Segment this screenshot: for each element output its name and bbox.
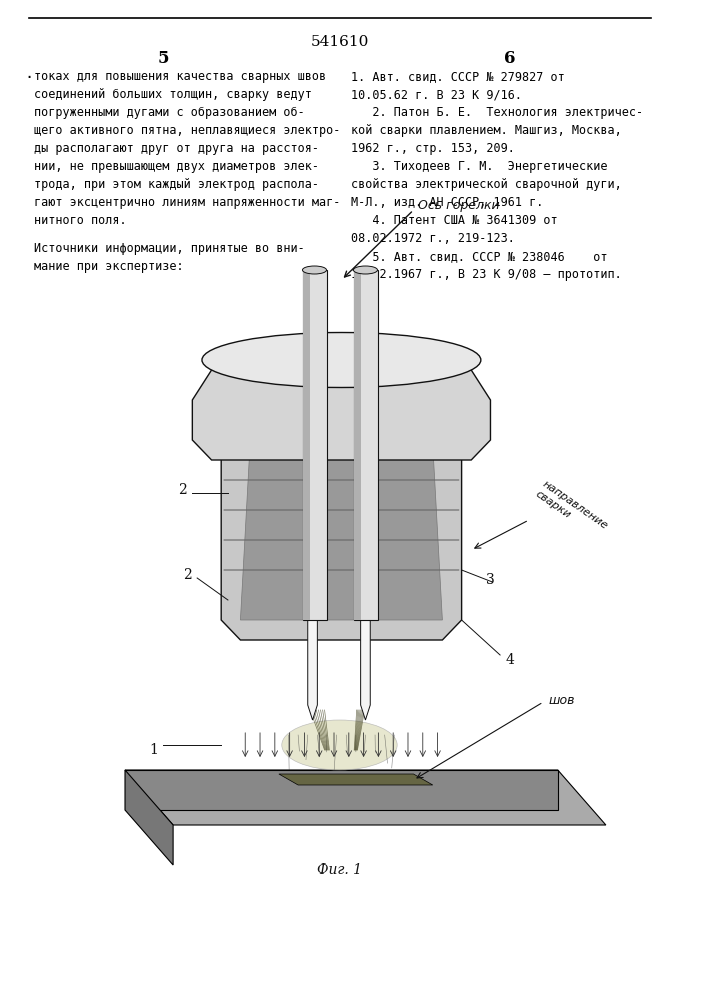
Polygon shape: [354, 270, 378, 620]
Polygon shape: [303, 270, 327, 620]
Text: ·: ·: [24, 70, 33, 85]
Text: ды располагают друг от друга на расстоя-: ды располагают друг от друга на расстоя-: [34, 142, 319, 155]
Text: Источники информации, принятые во вни-: Источники информации, принятые во вни-: [34, 242, 305, 255]
Text: кой сварки плавлением. Машгиз, Москва,: кой сварки плавлением. Машгиз, Москва,: [351, 124, 621, 137]
Text: 3. Тиходеев Г. М.  Энергетические: 3. Тиходеев Г. М. Энергетические: [351, 160, 607, 173]
Polygon shape: [221, 420, 462, 640]
Polygon shape: [125, 770, 558, 810]
Ellipse shape: [202, 332, 481, 387]
Text: нитного поля.: нитного поля.: [34, 214, 127, 227]
Text: 1962 г., стр. 153, 209.: 1962 г., стр. 153, 209.: [351, 142, 515, 155]
Text: 08.02.1972 г., 219-123.: 08.02.1972 г., 219-123.: [351, 232, 515, 245]
Polygon shape: [303, 270, 310, 620]
Polygon shape: [125, 770, 173, 865]
Text: 3: 3: [486, 573, 495, 587]
Text: гают эксцентрично линиям напряженности маг-: гают эксцентрично линиям напряженности м…: [34, 196, 340, 209]
Polygon shape: [361, 620, 370, 720]
Text: 541610: 541610: [310, 35, 368, 49]
Text: 5. Авт. свид. СССР № 238046    от: 5. Авт. свид. СССР № 238046 от: [351, 250, 607, 263]
Text: 2. Патон Б. Е.  Технология электричес-: 2. Патон Б. Е. Технология электричес-: [351, 106, 643, 119]
Ellipse shape: [282, 720, 397, 770]
Text: 1: 1: [149, 743, 158, 757]
Text: 2: 2: [178, 483, 187, 497]
Text: щего активного пятна, неплавящиеся электро-: щего активного пятна, неплавящиеся элект…: [34, 124, 340, 137]
Text: 6: 6: [504, 50, 515, 67]
Polygon shape: [192, 370, 491, 460]
Text: 4: 4: [506, 653, 514, 667]
Polygon shape: [354, 270, 361, 620]
Polygon shape: [125, 770, 606, 825]
Ellipse shape: [354, 266, 378, 274]
Text: Ось горелки: Ось горелки: [419, 198, 500, 212]
Text: погруженными дугами с образованием об-: погруженными дугами с образованием об-: [34, 106, 305, 119]
Text: мание при экспертизе:: мание при экспертизе:: [34, 260, 183, 273]
Text: токах для повышения качества сварных швов: токах для повышения качества сварных шво…: [34, 70, 326, 83]
Text: 5: 5: [158, 50, 169, 67]
Ellipse shape: [303, 266, 327, 274]
Text: М-Л., изд. АН СССР, 1961 г.: М-Л., изд. АН СССР, 1961 г.: [351, 196, 544, 209]
Text: шов: шов: [548, 694, 575, 706]
Text: соединений больших толщин, сварку ведут: соединений больших толщин, сварку ведут: [34, 88, 312, 101]
Text: 2: 2: [183, 568, 192, 582]
Text: 18.12.1967 г., В 23 К 9/08 – прототип.: 18.12.1967 г., В 23 К 9/08 – прототип.: [351, 268, 621, 281]
Text: 1. Авт. свид. СССР № 279827 от: 1. Авт. свид. СССР № 279827 от: [351, 70, 565, 83]
Polygon shape: [279, 774, 433, 785]
Text: направление
сварки: направление сварки: [534, 479, 609, 541]
Text: Фиг. 1: Фиг. 1: [317, 863, 362, 877]
Text: свойства электрической сварочной дуги,: свойства электрической сварочной дуги,: [351, 178, 621, 191]
Text: трода, при этом каждый электрод распола-: трода, при этом каждый электрод распола-: [34, 178, 319, 191]
Text: нии, не превышающем двух диаметров элек-: нии, не превышающем двух диаметров элек-: [34, 160, 319, 173]
Polygon shape: [308, 620, 317, 720]
Text: 4. Патент США № 3641309 от: 4. Патент США № 3641309 от: [351, 214, 558, 227]
Polygon shape: [240, 445, 443, 620]
Text: 10.05.62 г. В 23 К 9/16.: 10.05.62 г. В 23 К 9/16.: [351, 88, 522, 101]
